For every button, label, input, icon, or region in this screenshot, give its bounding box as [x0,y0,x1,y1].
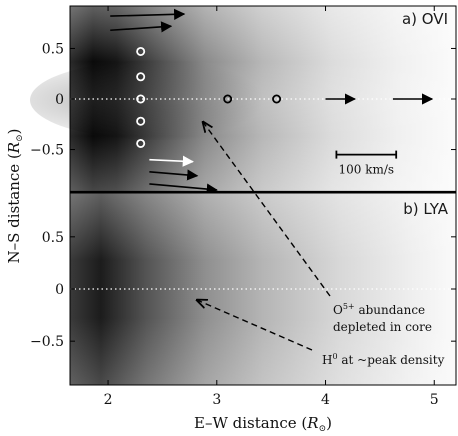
x-axis-title-suffix: ) [326,414,332,432]
panel-a-label: a) OVI [402,10,448,28]
panel-a-yticks: 0.5 0 −0.5 [30,41,456,159]
x-axis-title: E–W distance (R⊙) [194,414,332,434]
y-tick-label: 0 [55,92,64,108]
annotation-abundance-line2: depleted in core [333,320,432,334]
white-circle [136,94,146,104]
black-arrow [149,183,218,195]
black-arrow [110,21,173,33]
annotation-o-sup: 5+ [343,302,355,311]
y-axis-title-sun: ⊙ [15,134,25,142]
x-axis-title-sun: ⊙ [319,424,327,434]
y-tick-label: 0.5 [42,41,64,57]
white-circle [136,72,146,82]
y-axis-title-unit: R [5,142,23,154]
x-tick-label: 4 [321,392,330,408]
panel-b-yticks: 0.5 0 −0.5 [30,230,456,350]
x-axis-title-unit: R [306,414,318,432]
panel-b-label: b) LYA [403,200,449,218]
dashed-arrow-abundance [203,122,331,297]
y-tick-label: −0.5 [30,143,64,159]
black-arrow [149,169,199,181]
x-tick-label: 5 [430,392,439,408]
white-circle [136,138,146,148]
annotation-h-base: H [322,353,332,367]
y-tick-label: 0.5 [42,230,64,246]
scale-bar: 100 km/s [335,150,398,177]
panel-b-xticks: 2 3 4 5 [104,6,439,408]
annotation-abundance-line1: O5+ abundance [333,302,425,317]
annotation-h-sup: 0 [332,352,337,361]
y-tick-label: −0.5 [30,334,64,350]
annotation-abundance-text: abundance [355,303,426,317]
black-arrow [110,8,186,20]
black-circle [223,94,233,104]
x-tick-label: 2 [104,392,113,408]
dashed-arrow-density [197,300,313,351]
panel-a-ovi: 100 km/s a) OVI 0.5 0 −0.5 [30,5,457,195]
panel-a-circles [136,46,282,148]
annotation-density: H0 at ~peak density [322,352,445,367]
panel-a-arrows [110,8,434,195]
panel-b-lya: b) LYA 0.5 0 −0.5 2 3 4 5 [30,6,457,408]
black-circle [272,94,282,104]
y-tick-label: 0 [55,282,64,298]
annotation-density-text: at ~peak density [338,353,445,367]
panel-a-streamer [30,60,290,140]
y-axis-title-suffix: ) [5,129,23,135]
y-axis-title: N–S distance (R⊙) [5,129,25,264]
white-arrow [149,155,194,167]
annotation-o-base: O [333,303,343,317]
x-tick-label: 3 [212,392,221,408]
x-axis-title-prefix: E–W distance ( [194,414,307,432]
white-circle [136,46,146,56]
y-axis-title-prefix: N–S distance ( [5,153,23,263]
scale-bar-label: 100 km/s [339,163,395,177]
white-circle [136,116,146,126]
